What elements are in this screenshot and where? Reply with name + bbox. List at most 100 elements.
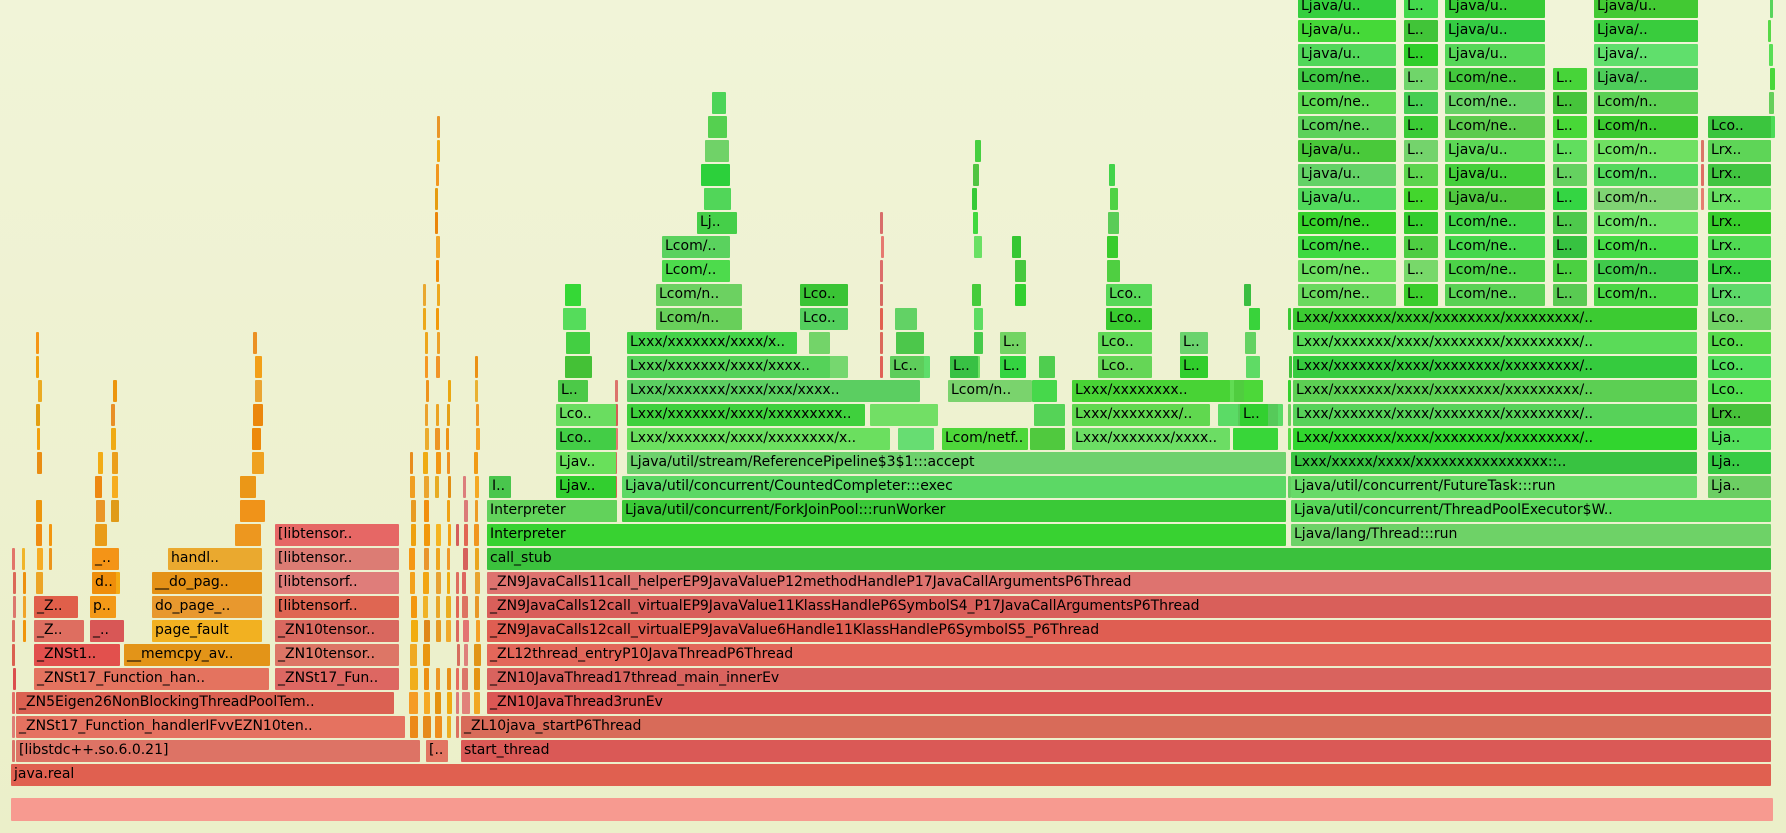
flame-frame-sliver[interactable] xyxy=(435,212,439,234)
flame-frame[interactable]: Ljava/u.. xyxy=(1298,140,1396,162)
flame-frame[interactable]: Lcom/ne.. xyxy=(1445,236,1545,258)
flame-frame[interactable]: [libtensor.. xyxy=(275,548,399,570)
flame-frame[interactable]: Lxxx/xxxxxxxx/.. xyxy=(1072,404,1210,426)
flame-frame[interactable]: Lco.. xyxy=(1708,380,1771,402)
flame-frame[interactable]: L.. xyxy=(1553,284,1587,306)
flame-frame-sliver[interactable] xyxy=(446,596,451,618)
flame-frame-sliver[interactable] xyxy=(38,380,42,402)
flame-frame-sliver[interactable] xyxy=(1288,404,1292,426)
flame-frame-sliver[interactable] xyxy=(426,380,430,402)
flame-frame[interactable]: L.. xyxy=(1404,236,1438,258)
flame-frame[interactable]: _.. xyxy=(92,548,118,570)
flame-frame-sliver[interactable] xyxy=(615,428,619,450)
flame-frame[interactable]: Ljava/.. xyxy=(1594,20,1698,42)
flame-frame-sliver[interactable] xyxy=(880,260,884,282)
flame-frame-sliver[interactable] xyxy=(474,356,478,378)
flame-frame[interactable]: Lrx.. xyxy=(1708,140,1771,162)
flame-frame-sliver[interactable] xyxy=(1288,476,1292,498)
flame-frame-sliver[interactable] xyxy=(474,548,480,570)
flame-frame[interactable]: Lrx.. xyxy=(1708,188,1771,210)
flame-frame[interactable]: _Z.. xyxy=(34,620,84,642)
flame-frame[interactable]: Ljava/u.. xyxy=(1445,44,1545,66)
flame-frame[interactable]: Lcom/n.. xyxy=(656,284,742,306)
flame-frame-sliver[interactable] xyxy=(475,476,479,498)
flame-frame[interactable]: Lcom/n.. xyxy=(1594,164,1698,186)
flame-frame-sliver[interactable] xyxy=(409,572,416,594)
flame-frame[interactable]: Lcom/ne.. xyxy=(1298,68,1396,90)
flame-frame[interactable]: L.. xyxy=(1553,236,1587,258)
flame-frame[interactable]: Ljava/.. xyxy=(1594,68,1698,90)
flame-frame[interactable]: Lcom/ne.. xyxy=(1298,236,1396,258)
flame-frame[interactable]: Lxxx/xxxxxxx/xxxx/xxxxxxxx/xxxxxxxxx/.. xyxy=(1293,404,1697,426)
flame-frame-sliver[interactable] xyxy=(456,524,460,546)
flame-frame[interactable]: L.. xyxy=(1404,212,1438,234)
flame-frame[interactable]: Lcom/ne.. xyxy=(1298,284,1396,306)
flame-frame[interactable]: L.. xyxy=(1404,92,1438,114)
flame-frame[interactable]: Lcom/ne.. xyxy=(1445,284,1545,306)
flame-frame-sliver[interactable] xyxy=(409,692,419,714)
flame-frame-sliver[interactable] xyxy=(474,524,480,546)
flame-frame-sliver[interactable] xyxy=(1012,236,1021,258)
flame-frame[interactable]: Lco.. xyxy=(1708,116,1771,138)
flame-frame[interactable]: L.. xyxy=(1553,92,1587,114)
flame-frame[interactable]: _ZNSt1.. xyxy=(34,644,120,666)
flame-frame-sliver[interactable] xyxy=(456,644,460,666)
flame-frame[interactable]: java.real xyxy=(11,764,1771,786)
flame-frame[interactable]: Interpreter xyxy=(487,500,617,522)
flame-frame[interactable]: Lcom/ne.. xyxy=(1445,260,1545,282)
flame-frame[interactable]: Lcom/ne.. xyxy=(1445,116,1545,138)
flame-frame[interactable]: Lcom/n.. xyxy=(1594,212,1698,234)
flame-frame[interactable]: Lco.. xyxy=(556,404,616,426)
flame-frame[interactable]: Lrx.. xyxy=(1708,404,1771,426)
flame-frame[interactable]: __do_pag.. xyxy=(152,572,262,594)
flame-frame-sliver[interactable] xyxy=(423,620,431,642)
flame-frame-sliver[interactable] xyxy=(446,716,452,738)
flame-frame-sliver[interactable] xyxy=(95,476,102,498)
flame-frame[interactable]: L.. xyxy=(1180,356,1208,378)
flame-frame-sliver[interactable] xyxy=(1701,164,1704,186)
flame-frame-sliver[interactable] xyxy=(972,164,979,186)
flame-frame[interactable]: do_page_.. xyxy=(152,596,262,618)
flame-frame-sliver[interactable] xyxy=(111,476,118,498)
flame-frame[interactable]: Ljava/u.. xyxy=(1298,0,1396,18)
flame-frame-sliver[interactable] xyxy=(701,164,731,186)
flame-frame[interactable]: Lco.. xyxy=(1106,284,1152,306)
flame-frame-sliver[interactable] xyxy=(36,524,43,546)
flame-frame-sliver[interactable] xyxy=(1033,404,1065,426)
flame-frame-sliver[interactable] xyxy=(1701,188,1704,210)
flame-frame-sliver[interactable] xyxy=(424,668,430,690)
flame-frame-sliver[interactable] xyxy=(880,236,884,258)
flame-frame[interactable]: Lcom/n.. xyxy=(1594,116,1698,138)
flame-frame-sliver[interactable] xyxy=(1769,92,1775,114)
flame-frame-sliver[interactable] xyxy=(435,572,442,594)
flame-frame-sliver[interactable] xyxy=(424,500,430,522)
flame-frame[interactable]: Lxxx/xxxxx/xxxx/xxxxxxxxxxxxxxxx::.. xyxy=(1291,452,1697,474)
flame-frame-sliver[interactable] xyxy=(447,380,451,402)
flame-frame-sliver[interactable] xyxy=(409,548,416,570)
flame-frame-sliver[interactable] xyxy=(436,140,440,162)
flame-frame[interactable]: Lj.. xyxy=(697,212,737,234)
flame-frame[interactable]: Lcom/.. xyxy=(662,260,730,282)
flame-frame[interactable]: Lco.. xyxy=(1098,332,1152,354)
flame-frame[interactable]: [libtensor.. xyxy=(275,524,399,546)
flame-frame-sliver[interactable] xyxy=(423,548,430,570)
flame-frame[interactable]: Lcom/.. xyxy=(662,236,730,258)
flame-frame-sliver[interactable] xyxy=(12,572,16,594)
flame-frame-sliver[interactable] xyxy=(22,596,26,618)
flame-frame[interactable]: _ZN10JavaThread3runEv xyxy=(487,692,1771,714)
flame-frame-sliver[interactable] xyxy=(973,332,983,354)
flame-frame-sliver[interactable] xyxy=(23,620,27,642)
flame-frame-sliver[interactable] xyxy=(456,668,460,690)
flame-frame-sliver[interactable] xyxy=(252,428,262,450)
flame-frame[interactable]: Lco.. xyxy=(1098,356,1152,378)
flame-frame[interactable]: Lja.. xyxy=(1708,452,1771,474)
flame-frame[interactable]: Lco.. xyxy=(800,308,848,330)
flame-frame-sliver[interactable] xyxy=(1030,428,1066,450)
flame-frame[interactable]: Ljav.. xyxy=(556,452,616,474)
flame-frame[interactable]: _Z.. xyxy=(34,596,78,618)
flame-frame-sliver[interactable] xyxy=(446,668,452,690)
flame-frame[interactable]: _ZNSt17_Function_handlerIFvvEZN10ten.. xyxy=(16,716,405,738)
flame-frame-sliver[interactable] xyxy=(424,428,429,450)
flame-frame[interactable]: page_fault xyxy=(152,620,262,642)
flame-frame[interactable]: Lxxx/xxxxxxx/xxxx/xxxxxxxxx.. xyxy=(627,404,865,426)
